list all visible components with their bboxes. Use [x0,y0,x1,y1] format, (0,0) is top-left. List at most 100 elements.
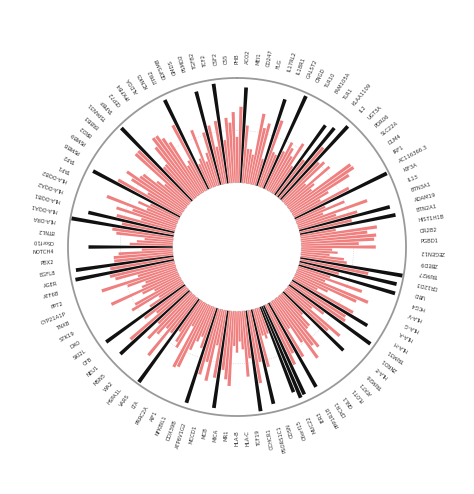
Bar [244,149,249,183]
Bar [240,87,248,183]
Text: ATAT1: ATAT1 [359,380,374,395]
Text: PPP1R18: PPP1R18 [325,405,341,428]
Bar [213,310,227,378]
Text: PSORS1C1: PSORS1C1 [276,425,287,453]
Text: TLR10: TLR10 [325,72,337,89]
Text: VARS: VARS [119,394,131,408]
Bar [132,208,177,226]
Bar [276,160,305,197]
Bar [301,250,337,254]
Bar [164,184,189,206]
Text: HLA-B: HLA-B [235,430,239,446]
Bar [301,225,377,239]
Text: UGT3A: UGT3A [366,105,383,121]
Bar [292,280,368,327]
Bar [301,231,367,241]
Bar [258,307,269,334]
Bar [238,107,243,183]
Bar [255,309,264,336]
Bar [271,143,304,193]
Text: DXO: DXO [69,339,82,350]
Bar [199,158,213,188]
Bar [131,178,183,213]
Bar [297,199,368,226]
Text: HSPA1L: HSPA1L [107,387,123,406]
Text: AC116366.3: AC116366.3 [398,144,428,164]
Text: PSMD2: PSMD2 [178,53,188,72]
Bar [301,257,403,278]
Bar [280,294,310,327]
Text: TAP1: TAP1 [57,163,72,173]
Bar [187,165,204,192]
Text: DPCR1: DPCR1 [334,400,348,417]
Text: TGFB2: TGFB2 [189,51,198,69]
Bar [300,259,369,275]
Bar [147,292,192,339]
Bar [294,275,328,292]
Bar [159,281,183,298]
Bar [117,214,175,231]
Bar [116,232,173,241]
Bar [137,299,200,383]
Bar [184,308,218,404]
Bar [166,295,195,329]
Bar [205,153,218,186]
Text: ITPR2: ITPR2 [147,68,158,84]
Bar [301,238,374,244]
Text: SLC22A: SLC22A [381,121,400,137]
Bar [283,161,325,203]
Text: GALST2: GALST2 [306,58,319,80]
Bar [191,303,206,327]
Bar [292,278,354,314]
Text: PHB: PHB [235,53,239,64]
Bar [198,309,219,375]
Bar [155,147,197,198]
Bar [126,170,184,211]
Bar [88,210,174,233]
Bar [249,310,262,362]
Bar [293,276,318,290]
Bar [112,228,173,239]
Bar [115,263,175,281]
Text: IRF1: IRF1 [392,144,405,155]
Text: CEP72: CEP72 [109,91,123,107]
Text: ATF6B: ATF6B [43,291,61,300]
Text: PRRC2A: PRRC2A [135,405,149,426]
Text: C6orf10: C6orf10 [33,239,54,244]
Bar [163,166,194,200]
Bar [137,150,191,203]
Text: TAPBP: TAPBP [100,98,115,114]
Bar [154,276,181,291]
Text: GDF5MB: GDF5MB [155,57,168,80]
Bar [76,255,173,272]
Bar [253,309,270,367]
Bar [274,299,319,359]
Bar [301,252,329,256]
Text: AGER: AGER [43,281,58,288]
Bar [289,164,351,210]
Bar [282,162,320,202]
Bar [152,137,198,197]
Bar [270,156,292,192]
Bar [268,148,294,191]
Bar [206,161,216,187]
Bar [157,291,191,324]
Text: ATP6V1G2: ATP6V1G2 [175,422,188,450]
Bar [145,238,173,242]
Text: STK19: STK19 [59,330,76,342]
Text: NOTCH4: NOTCH4 [32,250,54,255]
Bar [246,311,263,412]
Text: MCB: MCB [201,427,208,440]
Bar [299,263,339,275]
Bar [244,311,251,359]
Bar [284,183,306,204]
Bar [263,305,306,395]
Bar [256,308,268,339]
Bar [247,310,262,383]
Text: MCCD1: MCCD1 [189,425,198,445]
Bar [301,234,376,242]
Bar [284,290,328,331]
Bar [249,114,265,184]
Text: TLR1: TLR1 [343,87,355,100]
Text: EGFL8: EGFL8 [39,271,56,278]
